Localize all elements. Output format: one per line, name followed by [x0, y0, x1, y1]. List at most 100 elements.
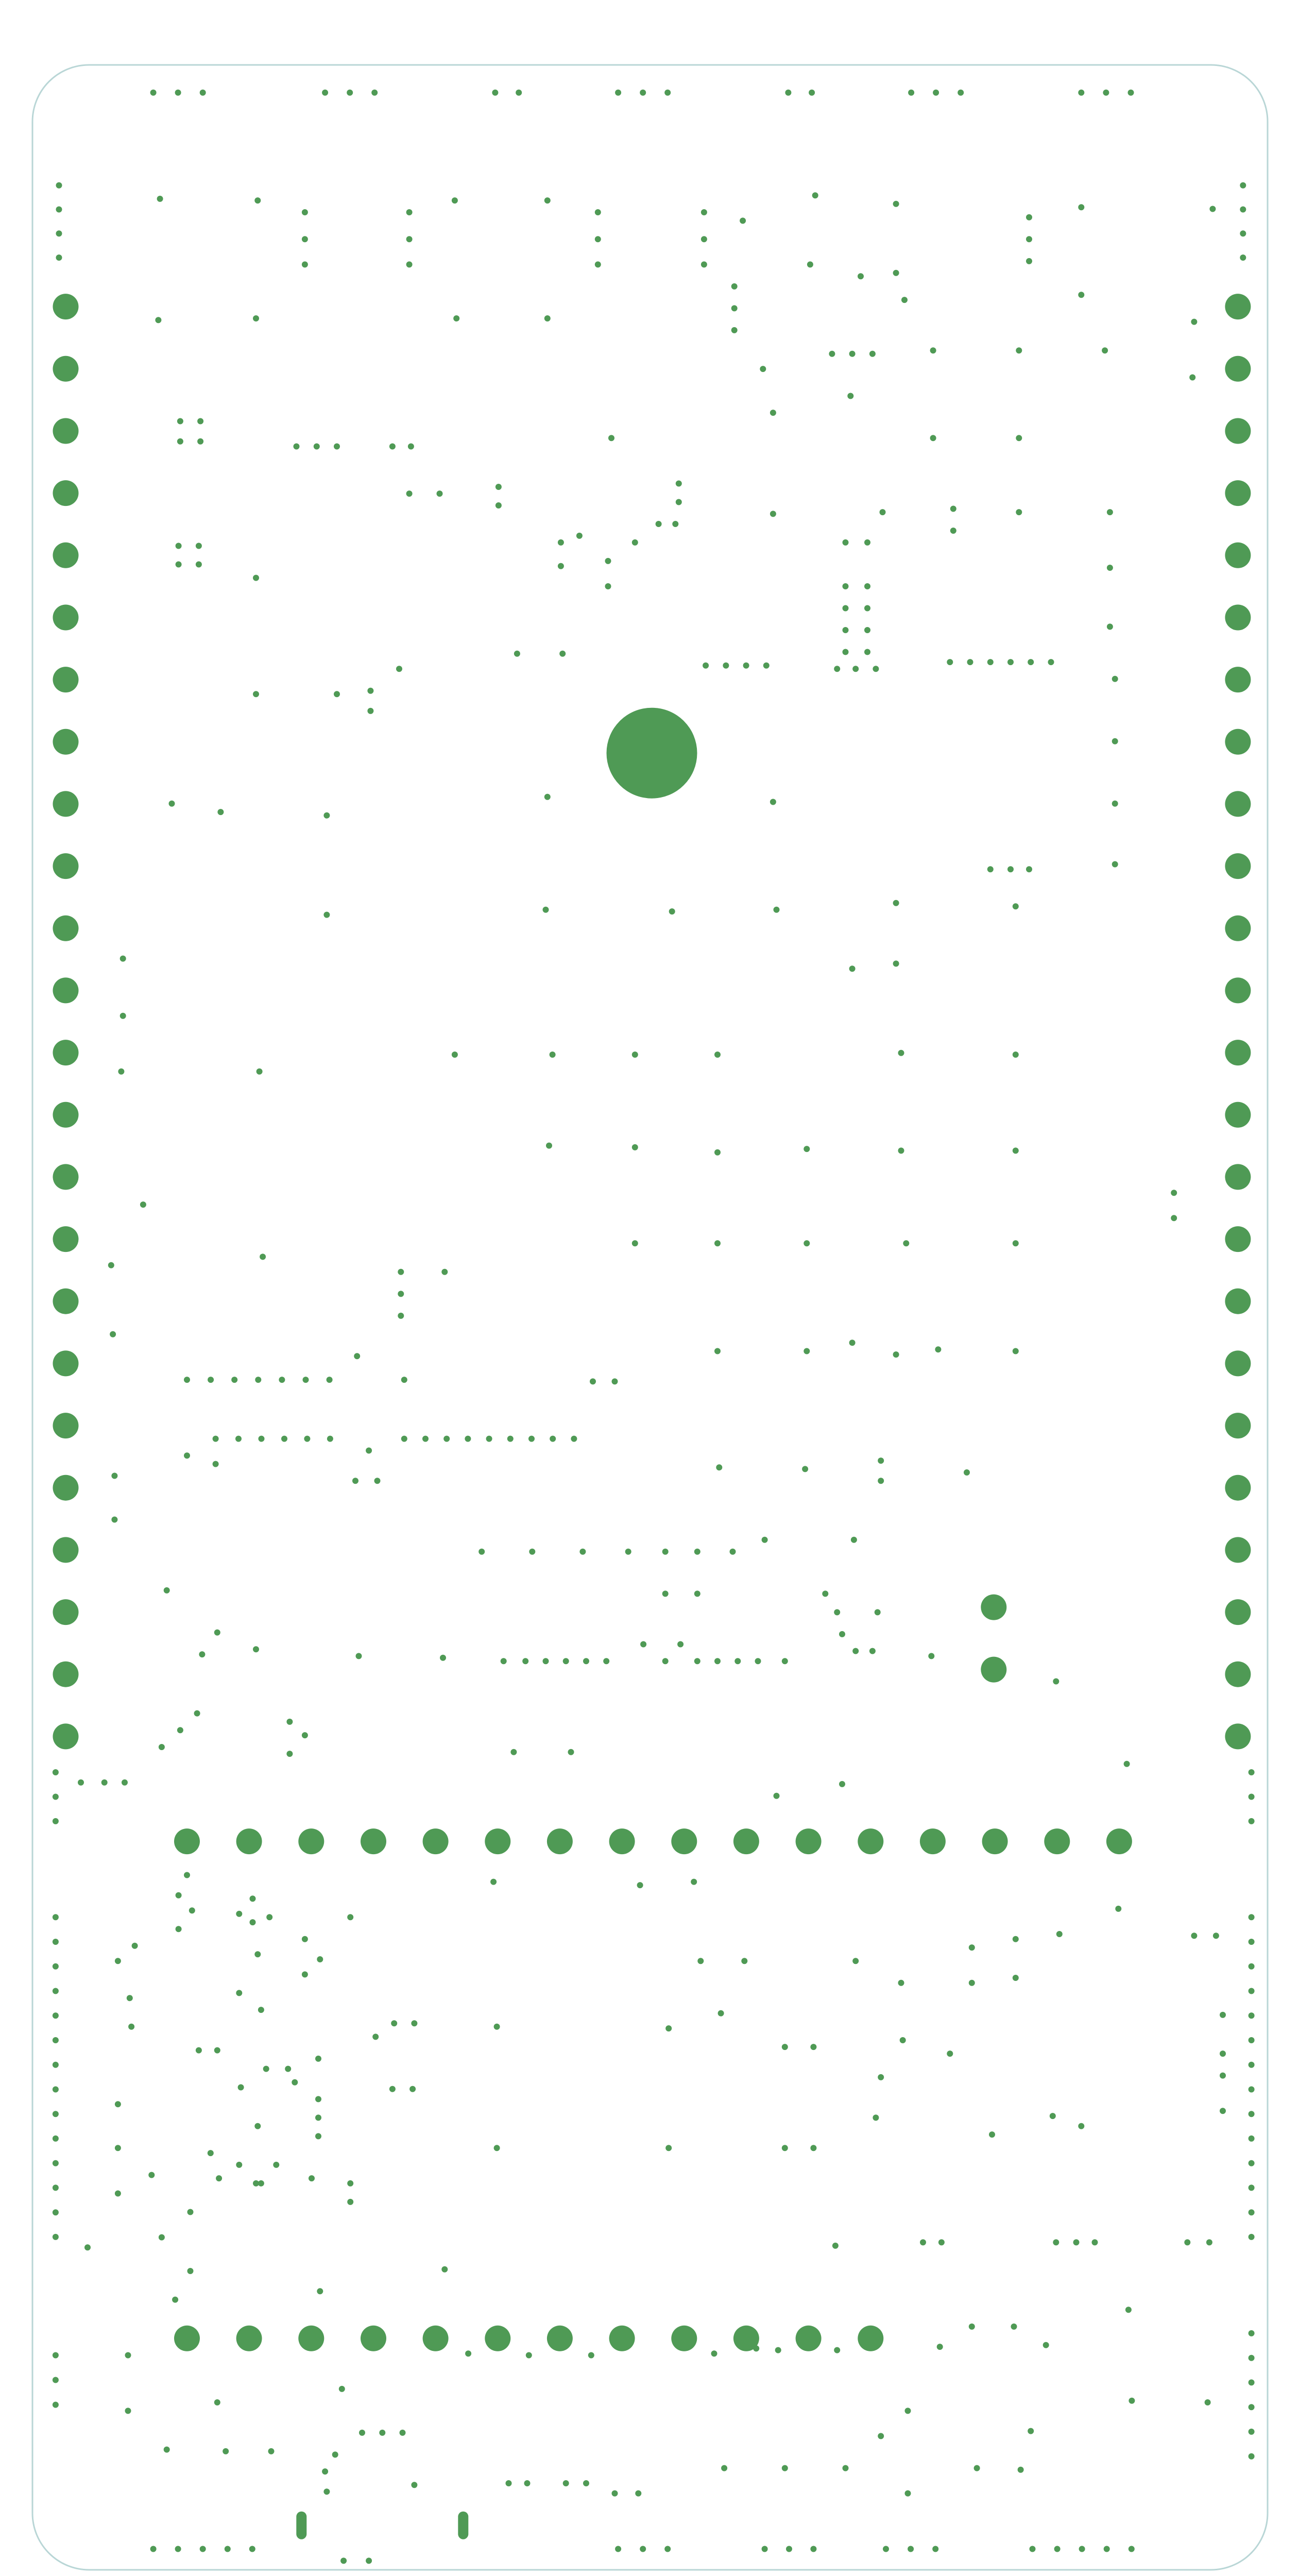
- via: [640, 1641, 647, 1648]
- via: [505, 2480, 512, 2486]
- via: [908, 2546, 914, 2552]
- via: [1248, 2135, 1255, 2142]
- via: [529, 1548, 536, 1555]
- via: [1248, 2428, 1255, 2435]
- via: [1017, 2466, 1024, 2473]
- via: [878, 2074, 884, 2080]
- via: [398, 1312, 404, 1319]
- via: [675, 499, 682, 505]
- via: [411, 2482, 418, 2488]
- via: [1103, 89, 1109, 96]
- via: [1125, 2307, 1132, 2313]
- via: [1103, 2546, 1110, 2552]
- pad: [1106, 1828, 1132, 1855]
- via: [253, 691, 259, 698]
- via: [559, 650, 566, 657]
- via: [1240, 230, 1246, 237]
- via: [1248, 1939, 1255, 1945]
- via: [285, 2065, 292, 2072]
- via: [755, 1658, 761, 1665]
- via: [903, 1240, 910, 1247]
- via: [281, 1435, 287, 1442]
- pad: [53, 977, 79, 1004]
- via: [1220, 2108, 1226, 2114]
- via: [323, 812, 330, 819]
- via: [723, 662, 729, 669]
- via: [214, 2047, 220, 2054]
- via: [52, 2184, 59, 2191]
- via: [478, 1548, 485, 1555]
- via: [546, 1142, 552, 1149]
- via: [440, 1654, 446, 1661]
- via: [1189, 374, 1196, 381]
- via: [807, 261, 813, 268]
- via: [950, 528, 956, 534]
- via: [773, 906, 780, 913]
- via: [930, 435, 936, 442]
- via: [52, 1939, 59, 1945]
- pad: [53, 853, 79, 879]
- via: [544, 197, 551, 204]
- via: [583, 2480, 589, 2486]
- via: [1026, 214, 1032, 221]
- via: [495, 502, 502, 509]
- via: [490, 1878, 497, 1885]
- via: [834, 1609, 841, 1616]
- via: [301, 1971, 308, 1978]
- via: [590, 1378, 596, 1385]
- via: [237, 2084, 244, 2091]
- via: [700, 209, 707, 215]
- via: [655, 521, 662, 527]
- via: [1112, 738, 1118, 744]
- via: [323, 911, 330, 918]
- via: [694, 1548, 700, 1555]
- via: [286, 1718, 293, 1725]
- via: [873, 2114, 879, 2121]
- via: [770, 410, 776, 416]
- pad: [1225, 1350, 1251, 1377]
- via: [721, 2465, 728, 2471]
- via: [177, 1727, 183, 1734]
- via: [1248, 2404, 1255, 2411]
- via: [662, 1590, 669, 1597]
- via: [372, 2033, 379, 2040]
- via: [292, 2079, 298, 2086]
- via: [1007, 659, 1014, 666]
- via: [406, 236, 413, 243]
- pad: [236, 1828, 262, 1855]
- via: [255, 1377, 262, 1383]
- pad: [858, 1828, 884, 1855]
- via: [938, 2239, 945, 2246]
- via: [273, 2161, 280, 2168]
- via: [119, 1012, 126, 1019]
- via: [1029, 2546, 1036, 2552]
- pad: [858, 2325, 884, 2351]
- via: [114, 1958, 121, 1964]
- via: [1248, 2379, 1255, 2386]
- via: [236, 1990, 243, 1996]
- via: [411, 2020, 418, 2027]
- via: [253, 2180, 259, 2187]
- via: [223, 2448, 229, 2454]
- via: [406, 261, 413, 268]
- via: [293, 443, 300, 450]
- via: [359, 2429, 365, 2436]
- via: [615, 89, 622, 96]
- pad: [53, 542, 79, 568]
- via: [184, 1377, 190, 1383]
- via: [879, 509, 886, 516]
- via: [760, 366, 766, 372]
- via: [930, 347, 936, 354]
- pad: [981, 1594, 1007, 1620]
- via: [864, 539, 870, 546]
- via: [249, 2546, 255, 2552]
- via: [451, 1052, 458, 1058]
- via: [195, 543, 202, 549]
- large-pads-group: [53, 294, 1251, 2539]
- via: [197, 418, 204, 425]
- via: [664, 2546, 671, 2552]
- via: [114, 2145, 121, 2151]
- via: [958, 89, 964, 96]
- via: [1056, 1931, 1063, 1937]
- via: [118, 1068, 125, 1075]
